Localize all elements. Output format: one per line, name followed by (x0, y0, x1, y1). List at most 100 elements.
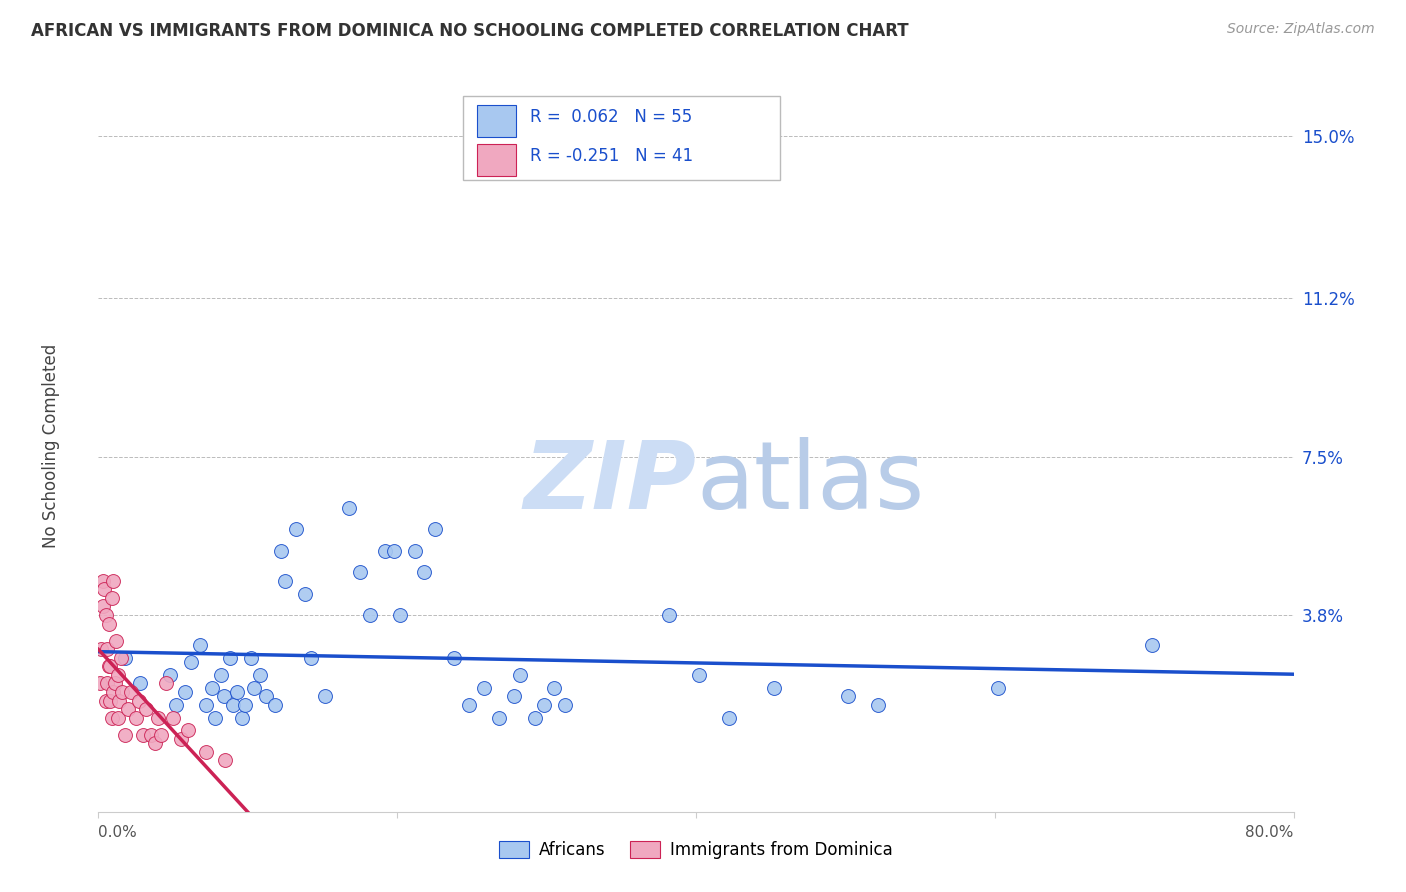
Point (139, 728, 162, 742)
Point (98, 693, 122, 707)
Point (125, 711, 148, 725)
Point (148, 711, 170, 725)
Point (226, 685, 249, 699)
Point (97, 616, 120, 631)
Point (93, 582, 115, 597)
Point (214, 753, 236, 767)
Text: AFRICAN VS IMMIGRANTS FROM DOMINICA NO SCHOOLING COMPLETED CORRELATION CHART: AFRICAN VS IMMIGRANTS FROM DOMINICA NO S… (31, 22, 908, 40)
Point (374, 543, 396, 558)
Point (114, 728, 136, 742)
Point (243, 681, 266, 695)
Point (509, 668, 531, 682)
Point (180, 655, 202, 669)
Point (299, 650, 322, 665)
Point (90, 642, 112, 657)
Point (91, 599, 114, 614)
Point (94, 693, 117, 707)
Point (174, 685, 197, 699)
Point (101, 711, 124, 725)
Point (294, 586, 316, 600)
Point (523, 711, 546, 725)
Point (117, 702, 139, 716)
Point (1140, 638, 1163, 652)
Point (104, 676, 127, 690)
Text: ZIP: ZIP (523, 436, 696, 529)
Point (488, 711, 510, 725)
Point (98, 659, 122, 673)
FancyBboxPatch shape (463, 96, 780, 180)
Point (150, 728, 173, 742)
Point (349, 565, 371, 579)
Point (177, 723, 200, 738)
Point (315, 690, 337, 704)
Point (868, 698, 890, 712)
Point (688, 668, 710, 682)
Text: atlas: atlas (696, 436, 924, 529)
Text: No Schooling Completed: No Schooling Completed (42, 344, 59, 548)
Point (233, 698, 256, 712)
Point (129, 676, 152, 690)
Point (128, 693, 150, 707)
Point (105, 633, 128, 648)
Text: 0.0%: 0.0% (98, 825, 138, 840)
Point (533, 698, 555, 712)
Point (458, 698, 481, 712)
Point (101, 591, 124, 605)
Point (108, 693, 131, 707)
Point (204, 711, 226, 725)
Point (103, 574, 125, 588)
Point (201, 681, 224, 695)
Point (502, 690, 524, 704)
Point (443, 650, 465, 665)
Text: R = -0.251   N = 41: R = -0.251 N = 41 (530, 147, 693, 165)
Point (423, 523, 446, 537)
Point (135, 702, 157, 716)
Point (110, 650, 132, 665)
Bar (477, 104, 516, 137)
Point (159, 668, 181, 682)
Point (169, 731, 191, 746)
Point (987, 681, 1010, 695)
Point (120, 685, 142, 699)
Point (188, 638, 211, 652)
Point (162, 711, 184, 725)
Point (107, 668, 129, 682)
Point (212, 690, 235, 704)
Point (413, 565, 436, 579)
Point (658, 607, 681, 622)
Legend: Africans, Immigrants from Dominica: Africans, Immigrants from Dominica (492, 834, 900, 865)
Point (111, 685, 134, 699)
Point (107, 711, 129, 725)
Point (165, 698, 187, 712)
Point (404, 543, 426, 558)
Bar (477, 145, 516, 177)
Point (132, 728, 155, 742)
Point (284, 523, 307, 537)
Point (97, 659, 120, 673)
Point (762, 681, 785, 695)
Text: 80.0%: 80.0% (1246, 825, 1294, 840)
Text: R =  0.062   N = 55: R = 0.062 N = 55 (530, 108, 692, 126)
Point (837, 690, 859, 704)
Point (274, 574, 297, 588)
Point (89, 676, 111, 690)
Point (263, 698, 285, 712)
Text: Source: ZipAtlas.com: Source: ZipAtlas.com (1227, 22, 1375, 37)
Point (195, 745, 218, 759)
Point (717, 711, 740, 725)
Point (543, 681, 565, 695)
Point (195, 698, 218, 712)
Point (339, 501, 361, 516)
Point (114, 650, 136, 665)
Point (382, 543, 405, 558)
Point (270, 543, 292, 558)
Point (155, 676, 177, 690)
Point (143, 736, 166, 750)
Point (96, 676, 118, 690)
Point (222, 698, 245, 712)
Point (91, 574, 114, 588)
Point (249, 668, 271, 682)
Point (254, 690, 277, 704)
Point (219, 650, 242, 665)
Point (96, 642, 118, 657)
